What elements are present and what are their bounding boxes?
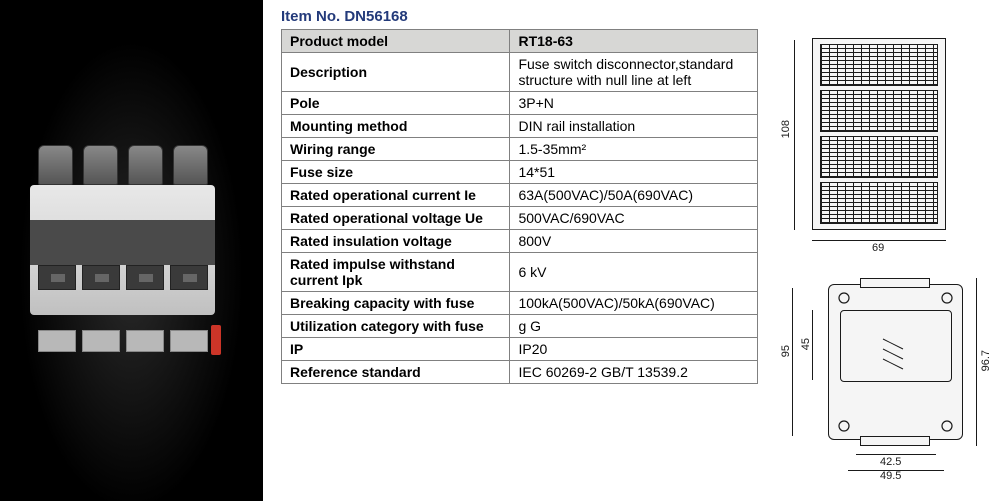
- spec-table: Product modelRT18-63DescriptionFuse swit…: [281, 29, 758, 384]
- table-row: Fuse size14*51: [282, 161, 758, 184]
- spec-label: Mounting method: [282, 115, 510, 138]
- spec-value: 14*51: [510, 161, 758, 184]
- drawing-top-view: 108 69: [780, 30, 990, 250]
- spec-value: 800V: [510, 230, 758, 253]
- table-row: Breaking capacity with fuse100kA(500VAC)…: [282, 292, 758, 315]
- table-row: Rated operational voltage Ue500VAC/690VA…: [282, 207, 758, 230]
- spec-label: Utilization category with fuse: [282, 315, 510, 338]
- table-row: Rated insulation voltage800V: [282, 230, 758, 253]
- spec-label: Rated impulse withstand current Ipk: [282, 253, 510, 292]
- spec-section: Item No. DN56168 Product modelRT18-63Des…: [263, 0, 770, 501]
- table-row: Pole3P+N: [282, 92, 758, 115]
- table-header-row: Product modelRT18-63: [282, 30, 758, 53]
- product-photo: [0, 0, 263, 501]
- dim-w-outer: 49.5: [880, 470, 901, 482]
- dim-height: 108: [780, 120, 792, 138]
- spec-label: Breaking capacity with fuse: [282, 292, 510, 315]
- spec-value: 500VAC/690VAC: [510, 207, 758, 230]
- table-row: Reference standardIEC 60269-2 GB/T 13539…: [282, 361, 758, 384]
- dim-h-outer: 95: [780, 345, 792, 357]
- spec-label: Pole: [282, 92, 510, 115]
- spec-label: Rated insulation voltage: [282, 230, 510, 253]
- dim-h-right: 96.7: [980, 350, 992, 371]
- spec-value: 63A(500VAC)/50A(690VAC): [510, 184, 758, 207]
- spec-label: IP: [282, 338, 510, 361]
- table-row: IPIP20: [282, 338, 758, 361]
- tech-drawings: 108 69 95 45: [770, 0, 1000, 501]
- spec-label: Reference standard: [282, 361, 510, 384]
- dim-width: 69: [872, 242, 884, 254]
- table-row: Wiring range1.5-35mm²: [282, 138, 758, 161]
- spec-label: Rated operational current Ie: [282, 184, 510, 207]
- spec-label: Fuse size: [282, 161, 510, 184]
- device-render: [30, 140, 215, 315]
- spec-value: IP20: [510, 338, 758, 361]
- spec-value: Fuse switch disconnector,standard struct…: [510, 53, 758, 92]
- spec-value: IEC 60269-2 GB/T 13539.2: [510, 361, 758, 384]
- dim-w-inner: 42.5: [880, 456, 901, 468]
- spec-value: DIN rail installation: [510, 115, 758, 138]
- header-value: RT18-63: [510, 30, 758, 53]
- table-row: Rated operational current Ie63A(500VAC)/…: [282, 184, 758, 207]
- item-number: Item No. DN56168: [281, 8, 758, 25]
- spec-label: Description: [282, 53, 510, 92]
- dim-h-inner: 45: [800, 338, 812, 350]
- table-row: DescriptionFuse switch disconnector,stan…: [282, 53, 758, 92]
- spec-value: g G: [510, 315, 758, 338]
- drawing-side-view: 95 45 96.7 42.5 49.5: [780, 270, 990, 480]
- spec-value: 3P+N: [510, 92, 758, 115]
- spec-value: 100kA(500VAC)/50kA(690VAC): [510, 292, 758, 315]
- table-row: Mounting methodDIN rail installation: [282, 115, 758, 138]
- table-row: Rated impulse withstand current Ipk6 kV: [282, 253, 758, 292]
- spec-label: Wiring range: [282, 138, 510, 161]
- spec-value: 1.5-35mm²: [510, 138, 758, 161]
- header-label: Product model: [282, 30, 510, 53]
- table-row: Utilization category with fuseg G: [282, 315, 758, 338]
- spec-label: Rated operational voltage Ue: [282, 207, 510, 230]
- spec-value: 6 kV: [510, 253, 758, 292]
